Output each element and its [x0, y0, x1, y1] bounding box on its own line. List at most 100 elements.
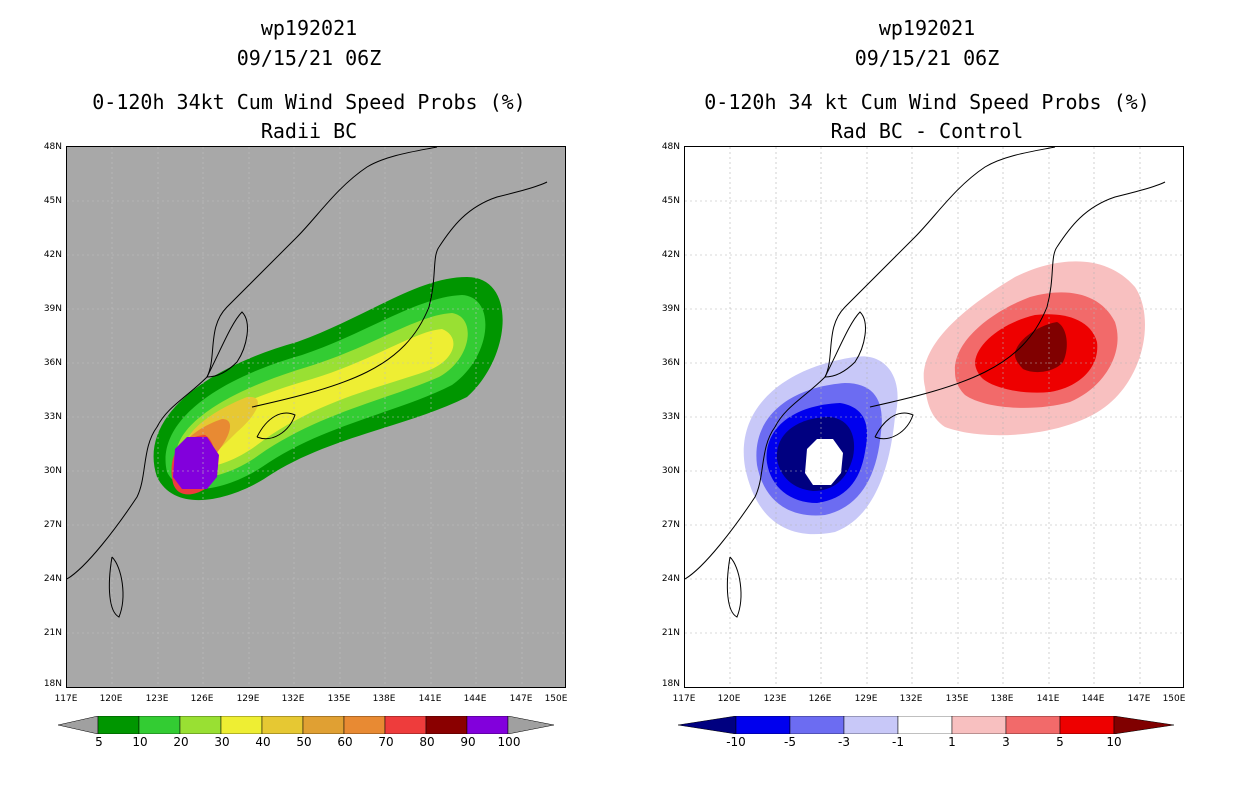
coast-kyushu	[256, 412, 296, 439]
colorbar-arrow-low	[58, 716, 99, 734]
right-panel: wp192021 09/15/21 06Z 0-120h 34 kt Cum W…	[618, 0, 1236, 800]
lat-label: 33N	[661, 412, 680, 422]
difference-map	[684, 146, 1184, 688]
colorbar-label: 100	[497, 735, 521, 749]
colorbar-label: 40	[255, 735, 271, 749]
probability-map	[66, 146, 566, 688]
negative-anomaly	[743, 356, 898, 535]
lat-label: 48N	[661, 142, 680, 152]
coast-mainland	[685, 147, 1056, 580]
colorbar-cell	[343, 716, 386, 734]
lon-label: 144E	[1081, 694, 1105, 704]
lat-label: 42N	[43, 250, 62, 260]
storm-id: wp192021	[878, 16, 976, 40]
coast-kyushu	[874, 412, 914, 439]
lon-label: 120E	[99, 694, 123, 704]
lon-label: 147E	[1127, 694, 1151, 704]
lat-label: 18N	[43, 679, 62, 689]
colorbar-label: 5	[95, 735, 103, 749]
lon-label: 135E	[327, 694, 351, 704]
colorbar-cell	[179, 716, 222, 734]
colorbar-cell	[384, 716, 427, 734]
colorbar-label: -10	[726, 735, 746, 749]
lat-label: 27N	[661, 520, 680, 530]
lat-label: 45N	[43, 196, 62, 206]
colorbar-arrow-high	[1113, 716, 1174, 734]
coast-hokkaido	[438, 181, 548, 248]
lon-label: 126E	[808, 694, 832, 704]
lat-label: 24N	[661, 574, 680, 584]
storm-id: wp192021	[260, 16, 358, 40]
colorbar-label: -3	[838, 735, 850, 749]
lon-label: 126E	[190, 694, 214, 704]
datetime: 09/15/21 06Z	[236, 46, 382, 70]
grid-lines	[685, 147, 1183, 687]
coast-honshu	[869, 246, 1058, 408]
colorbar-cell	[789, 716, 845, 734]
coast-korea	[824, 311, 866, 378]
colorbar-label: 10	[132, 735, 148, 749]
lat-label: 21N	[661, 628, 680, 638]
colorbar-left	[58, 716, 554, 734]
colorbar-cell	[735, 716, 791, 734]
lon-label: 150E	[544, 694, 568, 704]
coast-honshu	[251, 246, 440, 408]
colorbar-right	[678, 716, 1174, 734]
colorbar-label: 20	[173, 735, 189, 749]
colorbar-label: 1	[948, 735, 956, 749]
lat-label: 48N	[43, 142, 62, 152]
colorbar-label: -1	[892, 735, 904, 749]
lat-label: 27N	[43, 520, 62, 530]
coast-korea	[206, 311, 248, 378]
colorbar-cell	[951, 716, 1007, 734]
swath-band-100	[173, 437, 219, 489]
colorbar-arrow-low	[678, 716, 737, 734]
lon-label: 120E	[717, 694, 741, 704]
lat-label: 45N	[661, 196, 680, 206]
lon-label: 123E	[763, 694, 787, 704]
map-svg	[67, 147, 565, 687]
plot-subtitle: Rad BC - Control	[830, 119, 1024, 143]
lon-label: 123E	[145, 694, 169, 704]
lon-label: 147E	[509, 694, 533, 704]
lat-label: 30N	[661, 466, 680, 476]
coastlines	[685, 147, 1166, 618]
lon-label: 150E	[1162, 694, 1186, 704]
colorbar-label: 30	[214, 735, 230, 749]
colorbar-cell	[261, 716, 304, 734]
lon-label: 138E	[372, 694, 396, 704]
coast-hokkaido	[1056, 181, 1166, 248]
lat-label: 39N	[43, 304, 62, 314]
lat-label: 36N	[43, 358, 62, 368]
lon-label: 135E	[945, 694, 969, 704]
coast-taiwan	[726, 556, 742, 618]
colorbar-cell	[843, 716, 899, 734]
colorbar-cell	[220, 716, 263, 734]
colorbar-label: 90	[460, 735, 476, 749]
swath-band-40	[184, 329, 454, 467]
lon-label: 144E	[463, 694, 487, 704]
lat-label: 42N	[661, 250, 680, 260]
lon-label: 141E	[1036, 694, 1060, 704]
colorbar-cell	[138, 716, 181, 734]
colorbar-arrow-high	[507, 716, 554, 734]
lon-label: 117E	[672, 694, 696, 704]
plot-subtitle: Radii BC	[260, 119, 358, 143]
lon-label: 132E	[899, 694, 923, 704]
colorbar-cell	[897, 716, 953, 734]
colorbar-label: 5	[1056, 735, 1064, 749]
colorbar-label: -5	[784, 735, 796, 749]
colorbar-label: 50	[296, 735, 312, 749]
plot-title: 0-120h 34kt Cum Wind Speed Probs (%)	[92, 90, 526, 114]
lon-label: 138E	[990, 694, 1014, 704]
plot-title: 0-120h 34 kt Cum Wind Speed Probs (%)	[704, 90, 1150, 114]
colorbar-cell	[1059, 716, 1115, 734]
lat-label: 33N	[43, 412, 62, 422]
lat-label: 18N	[661, 679, 680, 689]
lon-label: 129E	[236, 694, 260, 704]
lat-label: 30N	[43, 466, 62, 476]
colorbar-label: 60	[337, 735, 353, 749]
lat-label: 21N	[43, 628, 62, 638]
lon-label: 132E	[281, 694, 305, 704]
coast-taiwan	[108, 556, 124, 618]
